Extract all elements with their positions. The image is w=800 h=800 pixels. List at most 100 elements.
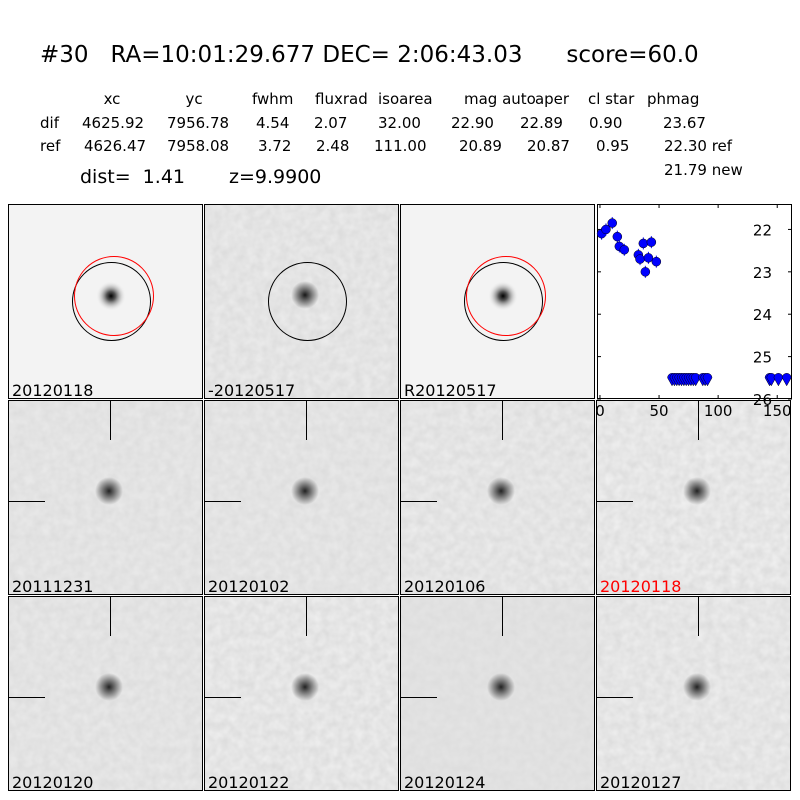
- table-cell: 22.89: [520, 114, 563, 132]
- table-cell: 111.00: [374, 137, 427, 155]
- data-point: [612, 231, 623, 242]
- epoch-stamp: 20120118: [596, 400, 791, 595]
- candidate-id: #30: [40, 42, 89, 68]
- column-header: mag auto: [464, 90, 536, 108]
- dist-value: dist= 1.41: [80, 166, 185, 188]
- epoch-stamp: 20120127: [596, 596, 791, 791]
- table-cell: 7956.78: [167, 114, 230, 132]
- image-stamp: [597, 597, 790, 790]
- page-title: #30 RA=10:01:29.677 DEC= 2:06:43.03 scor…: [40, 42, 699, 68]
- table-cell: 4626.47: [84, 137, 147, 155]
- crosshair-vertical: [110, 401, 111, 440]
- table-cell: 20.87: [527, 137, 570, 155]
- crosshair-horizontal: [401, 501, 437, 502]
- panel-label: R20120517: [404, 381, 497, 399]
- crosshair-vertical: [110, 597, 111, 636]
- image-panel: 20120118: [8, 204, 203, 399]
- lightcurve-plot: 22 23 24 25 26 0 50 100 150: [595, 204, 792, 420]
- column-header: phmag: [647, 90, 700, 108]
- row-label: dif: [40, 114, 59, 132]
- epoch-stamp: 20120124: [400, 596, 595, 791]
- image-stamp: [597, 401, 790, 594]
- table-cell: 0.95: [596, 137, 630, 155]
- upper-limit-marker: [702, 373, 713, 387]
- crosshair-horizontal: [205, 501, 241, 502]
- column-header: fwhm: [252, 90, 294, 108]
- image-panel: -20120517: [204, 204, 399, 399]
- column-header: fluxrad: [315, 90, 368, 108]
- crosshair-horizontal: [597, 501, 633, 502]
- panel-label: -20120517: [208, 381, 296, 399]
- table-cell: 22.30 ref: [664, 137, 733, 155]
- table-cell: 22.90: [451, 114, 494, 132]
- reference-circle: [74, 256, 154, 336]
- x-tick-label: 0: [595, 402, 605, 420]
- epoch-label: 20120127: [600, 773, 682, 791]
- crosshair-vertical: [698, 597, 699, 636]
- crosshair-vertical: [306, 401, 307, 440]
- x-tick-label: 150: [763, 402, 792, 420]
- data-point: [646, 237, 657, 247]
- reference-circle: [466, 256, 546, 336]
- column-header: cl star: [588, 90, 635, 108]
- epoch-label: 20120122: [208, 773, 290, 791]
- epoch-stamp: 20120122: [204, 596, 399, 791]
- crosshair-horizontal: [9, 501, 45, 502]
- z-value: z=9.9900: [229, 166, 322, 188]
- image-stamp: [205, 597, 398, 790]
- crosshair-horizontal: [205, 697, 241, 698]
- upper-limit-marker: [773, 373, 784, 387]
- epoch-stamp: 20120120: [8, 596, 203, 791]
- crosshair-vertical: [306, 597, 307, 636]
- new-phmag: 21.79 new: [664, 161, 743, 179]
- row-label: ref: [40, 137, 61, 155]
- table-cell: 2.07: [314, 114, 348, 132]
- image-panel: R20120517: [400, 204, 595, 399]
- table-cell: 7958.08: [167, 137, 230, 155]
- aperture-circle: [268, 262, 347, 341]
- x-tick-label: 100: [704, 402, 733, 420]
- table-cell: 3.72: [258, 137, 292, 155]
- crosshair-horizontal: [597, 697, 633, 698]
- x-tick-label: 50: [649, 402, 668, 420]
- epoch-label: 20111231: [12, 577, 94, 595]
- table-cell: 20.89: [459, 137, 502, 155]
- column-header: yc: [185, 90, 203, 108]
- table-cell: 4.54: [256, 114, 290, 132]
- column-header: isoarea: [378, 90, 433, 108]
- epoch-stamp: 20120102: [204, 400, 399, 595]
- data-point: [643, 253, 654, 263]
- table-cell: 4625.92: [82, 114, 145, 132]
- data-point: [635, 254, 645, 264]
- epoch-label: 20120124: [404, 773, 486, 791]
- y-tick-label: 25: [753, 349, 772, 367]
- table-cell: 32.00: [378, 114, 421, 132]
- column-header: aper: [534, 90, 570, 108]
- dec: DEC= 2:06:43.03: [322, 42, 523, 68]
- data-point: [619, 245, 630, 255]
- column-header: xc: [103, 90, 121, 108]
- data-point: [601, 224, 611, 235]
- y-tick-label: 24: [753, 306, 772, 324]
- epoch-label: 20120106: [404, 577, 486, 595]
- epoch-label: 20120102: [208, 577, 290, 595]
- crosshair-vertical: [698, 401, 699, 440]
- image-stamp: [9, 401, 202, 594]
- y-tick-label: 26: [753, 391, 772, 409]
- crosshair-vertical: [502, 597, 503, 636]
- panel-label: 20120118: [12, 381, 94, 399]
- data-point: [638, 238, 649, 249]
- upper-limit-marker: [781, 373, 792, 387]
- crosshair-horizontal: [9, 697, 45, 698]
- epoch-stamp: 20120106: [400, 400, 595, 595]
- epoch-label: 20120120: [12, 773, 94, 791]
- table-cell: 23.67: [663, 114, 706, 132]
- image-stamp: [9, 597, 202, 790]
- y-tick-label: 22: [753, 221, 772, 239]
- crosshair-vertical: [502, 401, 503, 440]
- image-stamp: [205, 401, 398, 594]
- score: score=60.0: [566, 42, 699, 68]
- epoch-label: 20120118: [600, 577, 682, 595]
- image-stamp: [401, 401, 594, 594]
